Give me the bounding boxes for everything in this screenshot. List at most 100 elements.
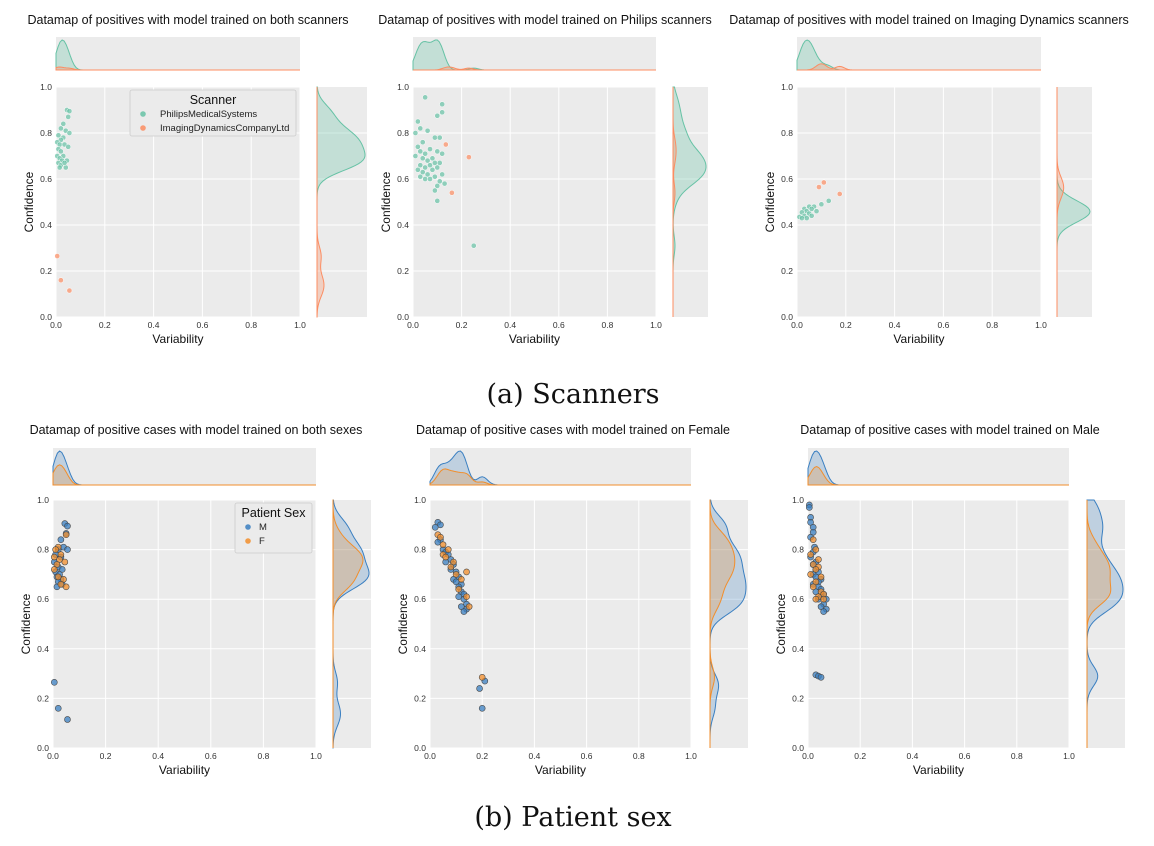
point-2-0-11 (415, 143, 421, 150)
panel-6: Datamap of positive cases with model tra… (774, 423, 1125, 777)
point-4-1-6 (61, 558, 69, 566)
legend-marker-1-0 (140, 111, 146, 117)
point-2-0-29 (419, 169, 426, 175)
point-2-0-30 (424, 171, 431, 178)
point-5-1-2 (439, 541, 447, 548)
x-tick-label-1-0: 0.0 (50, 320, 62, 330)
point-2-0-13 (417, 148, 424, 155)
point-2-0-3 (434, 112, 441, 119)
y-tick-label-3-5: 1.0 (781, 82, 793, 92)
x-tick-label-3-2: 0.4 (889, 320, 901, 330)
y-tick-label-1-4: 0.8 (40, 128, 52, 138)
x-tick-label-5-5: 1.0 (685, 751, 697, 761)
point-1-1-2 (66, 287, 73, 294)
y-tick-label-3-0: 0.0 (781, 312, 793, 322)
panel-title-2: Datamap of positives with model trained … (378, 13, 712, 27)
point-1-0-15 (58, 148, 64, 155)
y-tick-label-1-1: 0.2 (40, 266, 52, 276)
x-tick-label-5-1: 0.2 (476, 751, 488, 761)
x-tick-label-6-0: 0.0 (802, 751, 814, 761)
right-kde-5-1 (709, 499, 736, 748)
point-2-0-26 (434, 164, 441, 171)
x-tick-label-5-3: 0.6 (581, 751, 593, 761)
legend-entry-1-0: PhilipsMedicalSystems (160, 109, 257, 120)
plot-area-6 (808, 500, 1069, 748)
y-axis-label-5: Confidence (396, 593, 410, 654)
point-2-0-25 (422, 164, 428, 171)
point-2-0-9 (436, 134, 443, 141)
legend-marker-1-1 (140, 125, 146, 131)
x-tick-label-6-5: 1.0 (1063, 751, 1075, 761)
point-6-1-2 (807, 551, 814, 558)
point-4-0-1 (64, 522, 71, 530)
point-5-0-27 (476, 685, 483, 692)
point-6-0-29 (820, 608, 827, 615)
x-tick-label-1-1: 0.2 (99, 320, 111, 330)
point-6-1-8 (817, 573, 825, 581)
point-2-0-23 (417, 162, 424, 169)
point-4-0-6 (64, 546, 71, 553)
legend-box-4 (234, 502, 313, 554)
top-marginal-2 (413, 37, 656, 70)
point-5-1-7 (447, 563, 455, 571)
point-2-0-8 (432, 134, 438, 141)
y-tick-label-3-4: 0.8 (781, 128, 793, 138)
top-kde-1-1 (55, 66, 300, 71)
panel-title-3: Datamap of positives with model trained … (729, 13, 1129, 27)
plot-area-2 (413, 87, 656, 317)
point-5-1-8 (452, 571, 460, 578)
point-4-0-20 (54, 705, 62, 712)
x-tick-label-5-4: 0.8 (633, 751, 645, 761)
x-axis-label-3: Variability (893, 332, 944, 346)
y-tick-label-1-0: 0.0 (40, 312, 52, 322)
legend-marker-4-0 (245, 524, 251, 530)
x-tick-label-2-4: 0.8 (601, 320, 613, 330)
point-6-1-15 (812, 595, 820, 603)
point-2-1-0 (442, 141, 449, 148)
legend-title-4: Patient Sex (242, 506, 307, 520)
point-2-0-20 (424, 157, 431, 164)
caption-patient-sex: (b) Patient sex (474, 802, 671, 833)
point-4-1-8 (51, 566, 58, 573)
y-tick-label-2-2: 0.4 (397, 220, 409, 230)
x-tick-label-4-2: 0.4 (152, 751, 164, 761)
point-4-1-12 (62, 583, 70, 591)
point-6-1-0 (809, 536, 817, 543)
point-4-0-19 (51, 678, 58, 686)
panel-title-1: Datamap of positives with model trained … (27, 13, 348, 27)
point-3-0-11 (808, 212, 815, 219)
y-tick-label-5-4: 0.8 (414, 545, 426, 555)
point-2-0-32 (417, 173, 424, 180)
point-5-0-28 (478, 705, 486, 712)
point-5-0-25 (460, 608, 468, 615)
point-2-0-1 (439, 101, 446, 108)
point-5-1-13 (465, 603, 473, 610)
point-4-1-11 (57, 581, 65, 588)
top-kde-6-1 (807, 466, 1069, 486)
point-1-0-4 (58, 125, 64, 132)
point-1-0-25 (61, 160, 68, 166)
x-tick-label-6-1: 0.2 (854, 751, 866, 761)
right-kde-3-1 (1056, 87, 1065, 317)
point-5-1-12 (463, 593, 470, 601)
point-2-0-6 (424, 127, 431, 134)
right-marginal-6 (1087, 500, 1125, 748)
point-6-0-1 (805, 504, 813, 511)
point-6-0-32 (817, 674, 825, 681)
y-tick-label-1-5: 1.0 (40, 82, 52, 92)
point-2-0-35 (422, 176, 428, 182)
point-5-1-10 (455, 585, 463, 593)
point-3-1-1 (816, 184, 822, 190)
point-5-1-5 (442, 553, 449, 561)
y-tick-label-6-2: 0.4 (792, 644, 804, 654)
point-2-1-2 (449, 189, 455, 196)
point-3-0-14 (799, 215, 805, 221)
plot-area-3 (797, 87, 1041, 317)
point-1-0-3 (60, 120, 67, 127)
panel-2: Datamap of positives with model trained … (378, 13, 712, 346)
top-marginal-1 (56, 37, 300, 70)
legend-entry-4-0: M (259, 522, 267, 533)
point-6-1-3 (815, 556, 822, 563)
point-2-0-19 (429, 155, 436, 162)
